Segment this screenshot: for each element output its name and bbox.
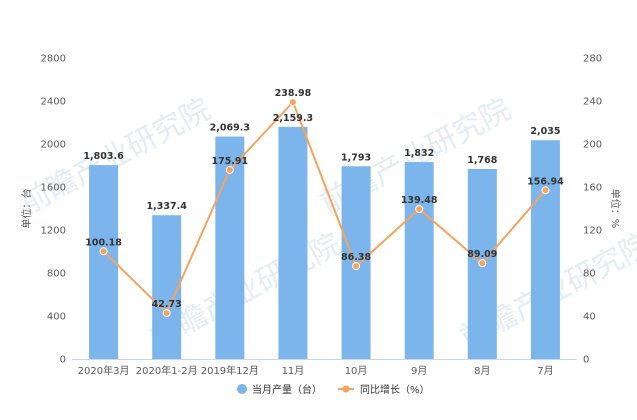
y-tick-label: 1600 (41, 183, 66, 194)
y-tick-label: 1200 (41, 226, 66, 237)
line-data-label: 100.18 (85, 237, 122, 248)
legend-bar-label: 当月产量（台） (252, 383, 322, 396)
line-data-label: 89.09 (467, 249, 497, 260)
bar-data-label: 1,832 (404, 148, 434, 159)
y2-tick-label: 80 (583, 269, 596, 280)
line-data-label: 86.38 (341, 252, 371, 263)
line-data-label: 42.73 (152, 299, 182, 310)
legend-line-dot (342, 385, 350, 393)
x-tick-label: 8月 (474, 365, 490, 377)
x-tick-label: 2019年12月 (201, 364, 259, 377)
growth-line (102, 100, 547, 315)
x-tick-label: 2020年1-2月 (136, 364, 198, 377)
y2-tick-label: 280 (583, 54, 602, 65)
x-tick-label: 7月 (537, 365, 553, 377)
line-data-label: 238.98 (275, 88, 312, 99)
y-tick-label: 800 (47, 269, 66, 280)
y-tick-label: 2800 (41, 54, 66, 65)
y2-tick-label: 0 (583, 355, 589, 366)
line-point (478, 259, 487, 268)
bar-data-label: 1,793 (341, 152, 371, 163)
bar-data-label: 2,035 (530, 126, 560, 137)
bar-data-label: 1,768 (467, 155, 497, 166)
line-data-label: 139.48 (401, 195, 438, 206)
y-tick-label: 2000 (41, 140, 66, 151)
line-data-label: 156.94 (527, 176, 564, 187)
x-tick-label: 10月 (345, 365, 368, 377)
x-tick-label: 2020年3月 (78, 364, 130, 377)
bar-data-label: 2,159.3 (273, 113, 313, 124)
y2-tick-label: 40 (583, 312, 596, 323)
line-point (541, 186, 550, 195)
line-point (225, 165, 234, 174)
bar (278, 126, 308, 360)
y2-tick-label: 160 (583, 183, 602, 194)
bar-data-label: 2,069.3 (210, 123, 250, 134)
line-point (162, 309, 171, 318)
y-tick-label: 2400 (41, 97, 66, 108)
bar-data-label: 1,337.4 (147, 201, 188, 212)
bar (152, 215, 182, 359)
legend-bar-marker (237, 384, 247, 394)
x-tick-label: 9月 (411, 365, 427, 377)
line-data-label: 175.91 (211, 156, 248, 167)
bar-data-label: 1,803.6 (83, 151, 124, 162)
y2-tick-label: 240 (583, 97, 602, 108)
bar (404, 162, 434, 359)
y-tick-label: 400 (47, 312, 66, 323)
line-point (99, 247, 108, 256)
line-point (288, 98, 297, 107)
x-tick-label: 11月 (282, 365, 305, 377)
y2-axis-title: 单位：% (609, 189, 622, 229)
line-point (415, 205, 424, 214)
bar (530, 140, 560, 359)
y-axis-title: 单位：台 (20, 189, 33, 229)
line-point (352, 262, 361, 271)
y-tick-label: 0 (60, 355, 66, 366)
legend-line-label: 同比增长（%） (360, 383, 430, 396)
y2-tick-label: 200 (583, 140, 602, 151)
y2-tick-label: 120 (583, 226, 602, 237)
